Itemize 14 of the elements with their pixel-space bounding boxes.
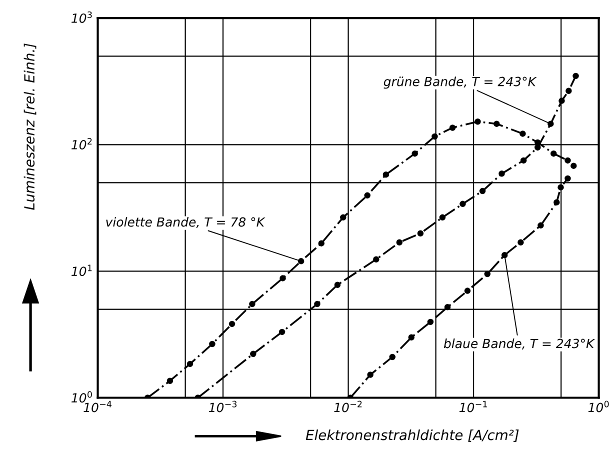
y-tick-label: 10$^{1}$ (72, 264, 92, 276)
x-tick-label: 10$^{−1}$ (459, 400, 487, 412)
y-tick-label: 10$^{2}$ (72, 138, 92, 150)
series-label: blaue Bande, T = 243°K (444, 338, 596, 350)
y-axis-title: Lumineszenz [rel. Einh.] (24, 44, 36, 210)
y-tick-label: 10$^{0}$ (72, 391, 92, 403)
x-tick-label: 10$^{−3}$ (208, 400, 237, 412)
text: grüne Bande, T = 243°K (384, 76, 537, 89)
x-tick-label: 10$^{−2}$ (334, 400, 362, 412)
x-tick-label: 10$^{−4}$ (84, 400, 112, 412)
x-tick-label: 10$^{0}$ (588, 400, 609, 412)
text: violette Bande, T = 78 °K (106, 217, 266, 228)
x-axis-title: Elektronenstrahldichte [A/cm²] (306, 429, 519, 442)
y-tick-label: 10$^{3}$ (72, 11, 92, 23)
